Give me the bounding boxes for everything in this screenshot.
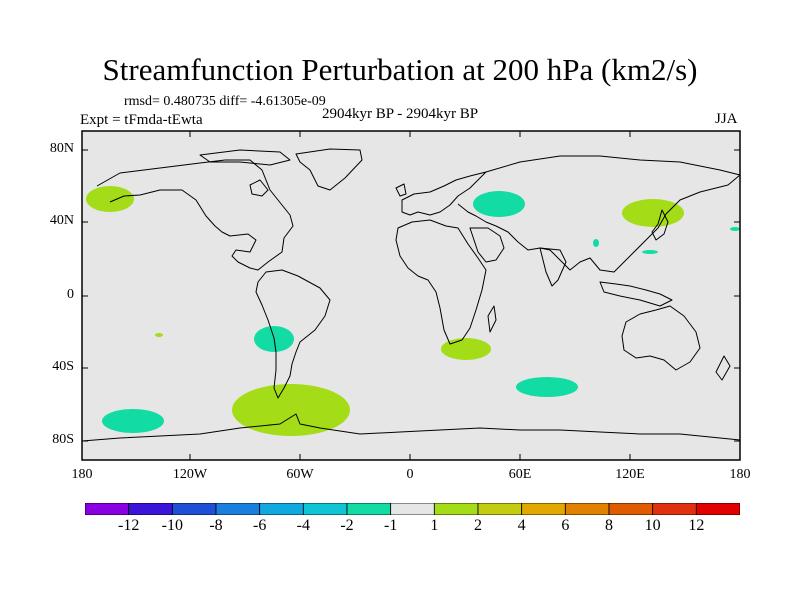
- experiment-label: Expt = tFmda-tEwta: [80, 112, 203, 128]
- lon-label-120e: 120E: [615, 467, 645, 482]
- lon-label-60w: 60W: [286, 467, 314, 482]
- india-coast: [539, 247, 567, 287]
- africa-coast: [395, 219, 487, 345]
- lat-label-40n: 40N: [49, 213, 74, 228]
- colorbar-label: -6: [252, 517, 267, 534]
- madagascar-coast: [487, 305, 497, 333]
- colorbar-box: [85, 503, 130, 515]
- colorbar-box: [128, 503, 173, 515]
- new-zealand-coast: [715, 355, 731, 381]
- colorbar: [85, 503, 740, 515]
- axis-ticks: [82, 131, 740, 460]
- anomaly-drake-passage: [232, 384, 350, 436]
- colorbar-box: [521, 503, 566, 515]
- lat-label-0: 0: [67, 287, 74, 302]
- antarctica-coast: [81, 413, 741, 442]
- colorbar-box: [302, 503, 348, 515]
- anomaly-central-asia: [473, 191, 525, 217]
- lat-label-80n: 80N: [49, 141, 74, 156]
- colorbar-box: [433, 503, 479, 515]
- anomaly-north-pacific: [86, 186, 134, 212]
- lon-label-180e: 180: [729, 467, 751, 482]
- colorbar-label: 2: [474, 517, 482, 534]
- lon-label-0: 0: [406, 467, 414, 482]
- british-isles: [395, 183, 407, 197]
- colorbar-box: [390, 503, 435, 515]
- lat-label-40s: 40S: [52, 359, 74, 374]
- hudson-bay: [249, 179, 269, 197]
- australia-coast: [621, 305, 701, 371]
- europe-coast: [401, 171, 487, 216]
- greenland-coast: [295, 148, 363, 191]
- colorbar-box: [171, 503, 217, 515]
- anomaly-small-mideast: [593, 239, 599, 247]
- lon-label-120w: 120W: [172, 467, 208, 482]
- colorbar-box: [652, 503, 697, 515]
- canadian-arctic-coast: [199, 149, 291, 166]
- colorbar-label: -12: [117, 517, 140, 534]
- colorbar-label: 4: [517, 517, 526, 534]
- anomaly-small-date-line: [730, 227, 740, 231]
- colorbar-box: [346, 503, 392, 515]
- colorbar-box: [608, 503, 654, 515]
- lon-label-60e: 60E: [508, 467, 532, 482]
- maritime-continent: [599, 281, 673, 307]
- south-america-coast: [255, 269, 331, 399]
- anomaly-small-east-pacific: [155, 333, 163, 337]
- japan-coast: [651, 209, 669, 241]
- arabia-coast: [469, 227, 505, 263]
- anomaly-small-japan: [642, 250, 658, 254]
- anomaly-shading: [86, 186, 740, 436]
- lat-label-80s: 80S: [52, 432, 74, 447]
- colorbar-box: [215, 503, 261, 515]
- colorbar-label: -1: [383, 517, 398, 534]
- colorbar-box: [564, 503, 610, 515]
- map-background: [82, 131, 740, 460]
- period-label: 2904kyr BP - 2904kyr BP: [322, 106, 479, 122]
- colorbar-box: [695, 503, 740, 515]
- anomaly-east-asia: [622, 199, 684, 227]
- colorbar-label: 10: [644, 517, 661, 534]
- colorbar-label: -4: [296, 517, 310, 534]
- anomaly-south-pacific: [102, 409, 164, 433]
- north-america-coast: [96, 159, 294, 271]
- plot-title: Streamfunction Perturbation at 200 hPa (…: [102, 52, 698, 87]
- stats-line: rmsd= 0.480735 diff= -4.61305e-09: [124, 94, 326, 109]
- anomaly-southern-indian-ocean: [516, 377, 578, 397]
- asia-coast: [457, 155, 741, 273]
- colorbar-label: -2: [340, 517, 354, 534]
- colorbar-label: -8: [209, 517, 223, 534]
- colorbar-label: 1: [430, 517, 439, 534]
- colorbar-label: 12: [688, 517, 705, 534]
- anomaly-southern-africa: [441, 338, 491, 360]
- coastlines: [81, 148, 741, 442]
- colorbar-label: 6: [561, 517, 570, 534]
- lon-label-180w: 180: [71, 467, 93, 482]
- colorbar-box: [259, 503, 304, 515]
- colorbar-label: -10: [161, 517, 183, 534]
- season-label: JJA: [715, 111, 738, 127]
- colorbar-label: 8: [605, 517, 613, 534]
- colorbar-box: [477, 503, 523, 515]
